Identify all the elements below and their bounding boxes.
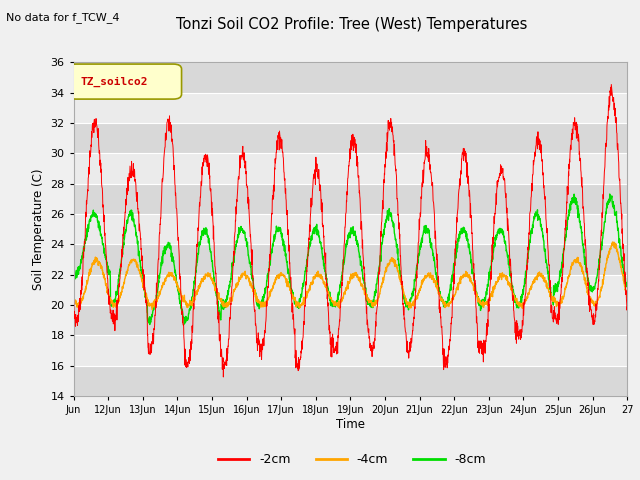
Bar — [74, 123, 627, 154]
Bar — [74, 244, 627, 275]
Legend: -2cm, -4cm, -8cm: -2cm, -4cm, -8cm — [213, 448, 491, 471]
Bar — [74, 93, 627, 123]
Bar — [74, 154, 627, 184]
Y-axis label: Soil Temperature (C): Soil Temperature (C) — [32, 168, 45, 290]
Text: TZ_soilco2: TZ_soilco2 — [80, 76, 148, 86]
Text: No data for f_TCW_4: No data for f_TCW_4 — [6, 12, 120, 23]
Bar — [74, 305, 627, 336]
Bar — [74, 184, 627, 214]
Bar — [74, 275, 627, 305]
Bar — [74, 366, 627, 396]
Text: Tonzi Soil CO2 Profile: Tree (West) Temperatures: Tonzi Soil CO2 Profile: Tree (West) Temp… — [176, 17, 528, 32]
X-axis label: Time: Time — [336, 418, 365, 431]
Bar — [74, 62, 627, 93]
FancyBboxPatch shape — [68, 64, 182, 99]
Bar — [74, 336, 627, 366]
Bar — [74, 214, 627, 244]
